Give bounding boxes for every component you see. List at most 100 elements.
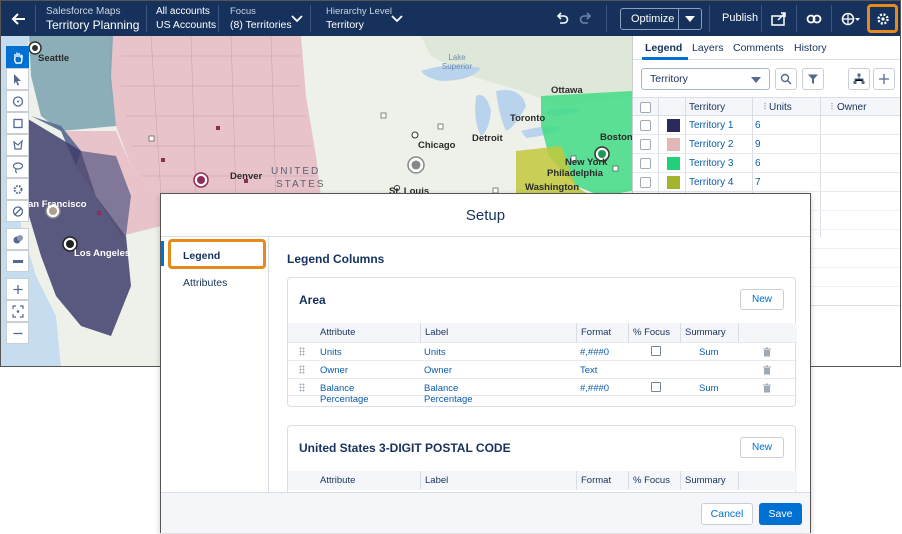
tab-comments[interactable]: Comments	[733, 42, 784, 54]
legend-row[interactable]: Territory 2 9	[633, 135, 900, 154]
map-label-boston: Boston	[600, 132, 632, 143]
color-swatch[interactable]	[667, 176, 680, 189]
save-button[interactable]: Save	[759, 503, 802, 525]
tab-history[interactable]: History	[794, 42, 827, 54]
drag-handle-icon[interactable]	[299, 383, 305, 392]
cancel-button[interactable]: Cancel	[701, 503, 753, 525]
territory-name[interactable]: Territory 3	[689, 158, 734, 169]
plus-icon	[13, 285, 23, 294]
tab-legend[interactable]: Legend	[645, 42, 683, 54]
polygon-icon	[13, 139, 23, 150]
summary-cell[interactable]: Sum	[699, 383, 719, 394]
focus-checkbox[interactable]	[651, 346, 661, 356]
publish-button[interactable]: Publish	[722, 12, 759, 24]
filter-icon	[808, 74, 818, 84]
new-area-column-button[interactable]: New	[740, 289, 784, 310]
attribute-cell[interactable]: Balance Percentage	[320, 383, 369, 405]
lasso-tool[interactable]	[6, 156, 29, 178]
format-cell[interactable]: Text	[580, 365, 598, 376]
label-cell[interactable]: Units	[424, 347, 446, 358]
row-checkbox[interactable]	[640, 139, 651, 150]
hierarchy-selector[interactable]: Hierarchy Level Territory	[311, 1, 411, 36]
settings-tool[interactable]	[6, 178, 29, 200]
clear-tool[interactable]	[6, 200, 29, 222]
undo-icon[interactable]	[555, 12, 569, 26]
focus-checkbox[interactable]	[651, 382, 661, 392]
circle-tool[interactable]	[6, 90, 29, 112]
ruler-icon	[13, 260, 23, 263]
zoom-out-button[interactable]	[6, 322, 29, 344]
legend-row[interactable]: Territory 1 6	[633, 116, 900, 135]
gear-icon[interactable]	[876, 12, 890, 26]
map-label-washington: Washington	[525, 182, 579, 193]
territory-name[interactable]: Territory 2	[689, 139, 734, 150]
color-swatch[interactable]	[667, 119, 680, 132]
legend-panel: Legend Layers Comments History Territory…	[632, 36, 900, 366]
attribute-cell[interactable]: Units	[320, 347, 342, 358]
color-swatch[interactable]	[667, 157, 680, 170]
trash-icon[interactable]	[762, 365, 772, 375]
top-header: Salesforce Maps Territory Planning All a…	[1, 1, 900, 36]
table-row[interactable]: Owner Owner Text	[288, 360, 797, 378]
rectangle-tool[interactable]	[6, 112, 29, 134]
territory-name[interactable]: Territory 1	[689, 120, 734, 131]
hierarchy-button[interactable]	[848, 68, 870, 90]
sidebar-item-legend[interactable]: Legend	[183, 250, 221, 262]
fit-bounds-button[interactable]	[6, 300, 29, 322]
app-name: Salesforce Maps	[46, 6, 121, 17]
chevron-down-icon	[751, 77, 761, 83]
select-tool[interactable]	[6, 68, 29, 90]
trash-icon[interactable]	[762, 383, 772, 393]
column-territory[interactable]: Territory	[689, 102, 726, 113]
optimize-button[interactable]: Optimize	[620, 8, 702, 30]
back-arrow-icon[interactable]	[10, 10, 28, 28]
legend-row[interactable]: Territory 4 7	[633, 173, 900, 192]
territory-name[interactable]: Territory 4	[689, 177, 734, 188]
attribute-cell[interactable]: Owner	[320, 365, 348, 376]
row-checkbox[interactable]	[640, 158, 651, 169]
column-owner[interactable]: Owner	[837, 102, 867, 113]
link-icon[interactable]	[806, 13, 822, 25]
filter-button[interactable]	[802, 68, 824, 90]
row-checkbox[interactable]	[640, 120, 651, 131]
drag-handle-icon[interactable]	[299, 347, 305, 356]
focus-selector[interactable]: Focus (8) Territories	[219, 1, 309, 36]
layers-tool[interactable]	[6, 228, 29, 250]
column-units[interactable]: Units	[769, 102, 792, 113]
new-postal-column-button[interactable]: New	[740, 437, 784, 458]
table-row[interactable]: Units Units #,###0 Sum	[288, 342, 797, 360]
label-cell[interactable]: Owner	[424, 365, 452, 376]
format-cell[interactable]: #,###0	[580, 383, 610, 394]
ruler-tool[interactable]	[6, 250, 29, 272]
optimize-dropdown-icon[interactable]	[685, 16, 695, 22]
search-button[interactable]	[775, 68, 797, 90]
modal-footer: Cancel Save	[161, 492, 810, 533]
label-cell[interactable]: Balance Percentage	[424, 383, 473, 405]
legend-row[interactable]: Territory 3 6	[633, 154, 900, 173]
row-checkbox[interactable]	[640, 177, 651, 188]
color-swatch[interactable]	[667, 138, 680, 151]
drag-handle-icon[interactable]	[299, 365, 305, 374]
add-button[interactable]	[873, 68, 895, 90]
zoom-in-button[interactable]	[6, 278, 29, 300]
polygon-tool[interactable]	[6, 134, 29, 156]
legend-grouping-select[interactable]: Territory	[641, 68, 770, 90]
sidebar-item-attributes[interactable]: Attributes	[183, 277, 228, 289]
optimize-label: Optimize	[631, 13, 675, 25]
select-all-checkbox[interactable]	[640, 102, 651, 113]
format-cell[interactable]: #,###0	[580, 347, 610, 358]
pan-tool[interactable]	[6, 46, 29, 68]
table-row[interactable]: Balance Percentage Balance Percentage #,…	[288, 378, 797, 405]
map-label-toronto: Toronto	[510, 113, 546, 124]
ban-icon	[12, 206, 24, 217]
redo-icon[interactable]	[579, 12, 593, 26]
accounts-selector[interactable]: All accounts US Accounts	[147, 1, 217, 36]
area-card: Area New Attribute Label Format % Focus …	[287, 277, 797, 407]
trash-icon[interactable]	[762, 347, 772, 357]
header-attribute: Attribute	[316, 323, 420, 342]
tab-layers[interactable]: Layers	[692, 42, 724, 54]
globe-icon[interactable]	[841, 12, 861, 26]
share-icon[interactable]	[771, 12, 787, 26]
summary-cell[interactable]: Sum	[699, 347, 719, 358]
modal-title: Setup	[161, 194, 810, 237]
